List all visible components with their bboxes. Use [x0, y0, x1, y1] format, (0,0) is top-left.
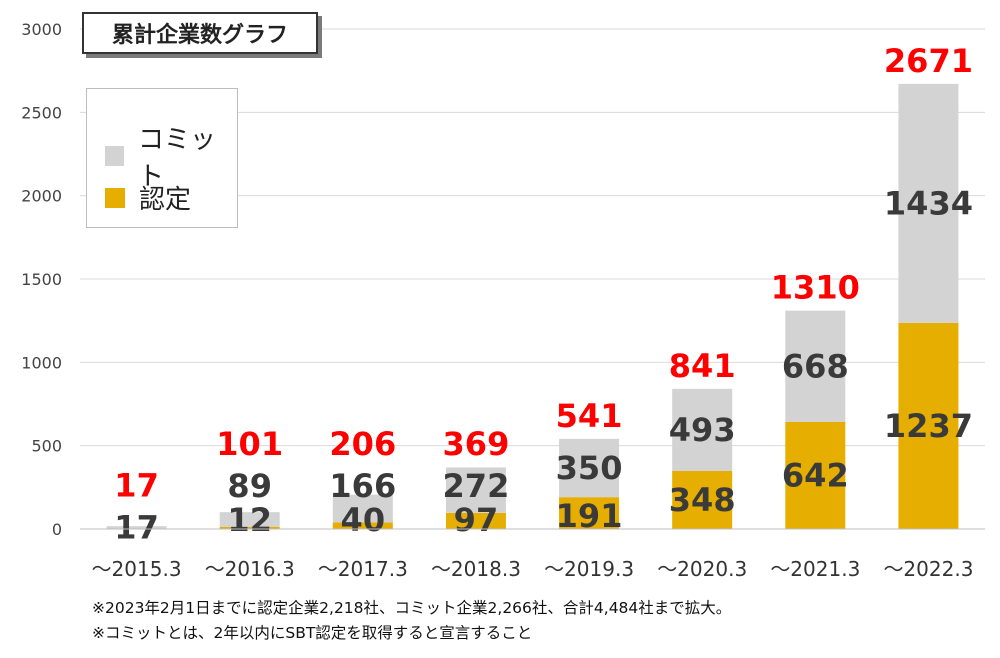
total-label: 541 [556, 397, 623, 435]
chart-title: 累計企業数グラフ [82, 12, 318, 54]
bar-certified [672, 471, 733, 529]
x-tick-label: ～2018.3 [431, 557, 521, 581]
total-label: 17 [114, 467, 159, 505]
y-tick-label: 1000 [21, 353, 62, 372]
data-label-commit: 1434 [884, 184, 973, 222]
y-tick-label: 2000 [21, 187, 62, 206]
bar-certified [785, 422, 846, 529]
data-label-commit: 350 [556, 449, 623, 487]
bar-commit [219, 512, 280, 527]
bar-certified [898, 322, 959, 529]
legend-item-commit: コミット [105, 119, 237, 193]
data-label-certified: 97 [454, 501, 499, 539]
x-tick-label: ～2017.3 [318, 557, 408, 581]
data-label-commit: 17 [114, 509, 159, 547]
x-tick-label: ～2021.3 [770, 557, 860, 581]
footnote-2: ※コミットとは、2年以内にSBT認定を取得すると宣言すること [92, 624, 533, 642]
bar-certified [559, 497, 620, 529]
bar-certified [445, 512, 506, 529]
data-label-commit: 89 [227, 467, 272, 505]
total-label: 1310 [771, 269, 860, 307]
y-tick-label: 0 [52, 520, 62, 539]
total-label: 841 [669, 347, 736, 385]
x-tick-label: ～2020.3 [657, 557, 747, 581]
total-label: 2671 [884, 42, 973, 80]
total-label: 101 [216, 425, 283, 463]
y-tick-label: 2500 [21, 103, 62, 122]
data-label-certified: 40 [341, 501, 386, 539]
legend-label-certified: 認定 [139, 185, 192, 215]
y-tick-label: 3000 [21, 20, 62, 39]
data-label-commit: 166 [329, 467, 396, 505]
legend-swatch-commit [105, 146, 125, 166]
bar-commit [785, 310, 846, 422]
footnote-1: ※2023年2月1日までに認定企業2,218社、コミット企業2,266社、合計4… [92, 599, 732, 617]
legend-label-commit: コミット [138, 125, 217, 192]
data-label-certified: 12 [227, 501, 272, 539]
bar-commit [445, 467, 506, 513]
bar-commit [559, 438, 620, 498]
bar-commit [672, 388, 733, 471]
bar-certified [219, 527, 280, 529]
footnotes: ※2023年2月1日までに認定企業2,218社、コミット企業2,266社、合計4… [92, 596, 731, 646]
data-label-commit: 493 [669, 411, 736, 449]
x-tick-label: ～2016.3 [205, 557, 295, 581]
bar-commit [898, 83, 959, 323]
total-label: 206 [329, 425, 396, 463]
legend: コミット 認定 [86, 88, 238, 228]
bar-commit [106, 526, 167, 529]
y-tick-label: 1500 [21, 270, 62, 289]
legend-item-certified: 認定 [105, 179, 191, 216]
x-tick-label: ～2015.3 [92, 557, 182, 581]
x-tick-label: ～2019.3 [544, 557, 634, 581]
data-label-certified: 1237 [884, 407, 973, 445]
data-label-commit: 272 [443, 467, 510, 505]
bar-certified [332, 522, 393, 529]
x-tick-label: ～2022.3 [883, 557, 973, 581]
data-label-commit: 668 [782, 347, 849, 385]
total-label: 369 [443, 425, 510, 463]
bar-commit [332, 494, 393, 523]
data-label-certified: 348 [669, 481, 736, 519]
y-tick-label: 500 [31, 437, 62, 456]
legend-swatch-certified [105, 187, 125, 208]
data-label-certified: 642 [782, 457, 849, 495]
